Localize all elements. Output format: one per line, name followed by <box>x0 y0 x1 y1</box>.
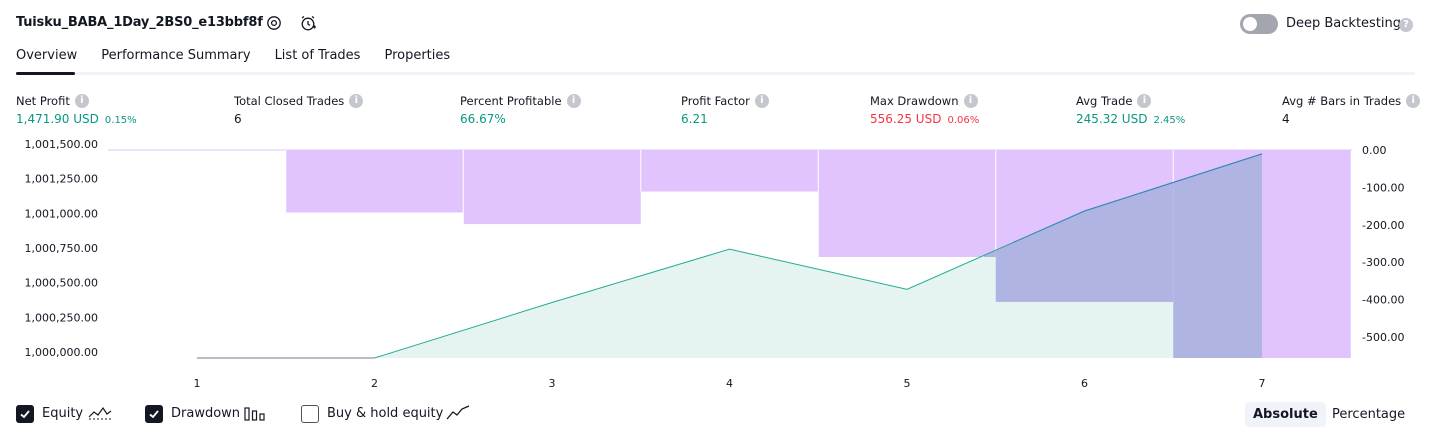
y-left-tick-label: 1,001,500.00 <box>25 138 98 151</box>
stat-total-closed-trades: Total Closed Trades i 6 <box>234 94 364 126</box>
stat-avg-trade: Avg Trade i 245.32 USD 2.45% <box>1076 94 1185 126</box>
absolute-button[interactable]: Absolute <box>1245 402 1326 427</box>
buy-hold-line-icon <box>446 405 470 420</box>
overlap-area <box>995 182 1174 302</box>
drawdown-bars-icon <box>244 407 265 421</box>
settings-icon-graphic <box>267 16 281 30</box>
stat-label: Total Closed Trades <box>234 94 345 108</box>
x-tick-label: 4 <box>726 377 733 390</box>
active-tab-indicator <box>16 72 75 75</box>
y-right-tick-label: -500.00 <box>1362 331 1404 344</box>
stat-label: Max Drawdown <box>870 94 959 108</box>
stat-value: 66.67% <box>460 112 506 126</box>
stat-value: 556.25 USD <box>870 112 942 126</box>
tab-bar: Overview Performance Summary List of Tra… <box>16 48 450 71</box>
drawdown-bar <box>285 150 464 213</box>
deep-backtesting-toggle[interactable] <box>1240 14 1278 34</box>
equity-drawdown-chart: 1,001,500.00 1,001,250.00 1,001,000.00 1,00… <box>25 138 1405 390</box>
stat-net-profit: Net Profit i 1,471.90 USD 0.15% <box>16 94 137 126</box>
drawdown-bar <box>818 150 996 257</box>
y-right-tick-label: 0.00 <box>1362 144 1387 157</box>
tab-overview[interactable]: Overview <box>16 48 78 63</box>
drawdown-bar <box>463 150 641 225</box>
y-left-tick-label: 1,000,250.00 <box>25 311 98 324</box>
x-tick-label: 7 <box>1259 377 1266 390</box>
equity-line-overlap <box>1013 153 1263 243</box>
percentage-button[interactable]: Percentage <box>1332 407 1406 422</box>
stat-value: 4 <box>1282 112 1290 126</box>
x-tick-label: 5 <box>904 377 911 390</box>
stat-value: 6.21 <box>681 112 708 126</box>
tab-performance-summary[interactable]: Performance Summary <box>101 48 251 63</box>
x-tick-label: 2 <box>371 377 378 390</box>
buy-hold-label: Buy & hold equity <box>327 406 444 421</box>
toggle-knob <box>1243 17 1257 31</box>
overlap-area <box>1173 153 1262 358</box>
equity-checkbox[interactable] <box>16 405 34 423</box>
strategy-title: Tuisku_BABA_1Day_2BS0_e13bbf8f <box>16 15 263 30</box>
x-tick-label: 1 <box>194 377 201 390</box>
x-tick-label: 6 <box>1081 377 1088 390</box>
stat-label: Avg Trade <box>1076 94 1133 108</box>
equity-area <box>197 153 1262 358</box>
info-icon[interactable]: i <box>963 94 978 108</box>
stat-percent: 2.45% <box>1153 115 1186 126</box>
info-icon[interactable]: i <box>1406 94 1421 108</box>
stat-label: Profit Factor <box>681 94 750 108</box>
y-left-tick-label: 1,000,750.00 <box>25 242 98 255</box>
check-icon <box>149 410 159 419</box>
y-right-tick-label: -300.00 <box>1362 256 1404 269</box>
stat-value: 245.32 USD <box>1076 112 1148 126</box>
stat-percent-profitable: Percent Profitable i 66.67% <box>460 94 581 126</box>
stat-avg-bars: Avg # Bars in Trades i 4 <box>1282 94 1421 126</box>
stat-max-drawdown: Max Drawdown i 556.25 USD 0.06% <box>870 94 979 126</box>
y-left-tick-label: 1,000,000.00 <box>25 346 98 359</box>
buy-hold-checkbox[interactable] <box>301 405 319 423</box>
stat-label: Net Profit <box>16 94 70 108</box>
stat-percent: 0.06% <box>947 115 980 126</box>
x-tick-label: 3 <box>549 377 556 390</box>
tab-divider <box>16 72 1415 75</box>
drawdown-label: Drawdown <box>171 406 241 421</box>
y-left-tick-label: 1,001,000.00 <box>25 207 98 220</box>
tab-list-of-trades[interactable]: List of Trades <box>274 48 361 63</box>
stat-percent: 0.15% <box>104 115 137 126</box>
stat-label: Percent Profitable <box>460 94 562 108</box>
settings-icon[interactable] <box>264 13 284 33</box>
info-icon[interactable]: i <box>754 94 769 108</box>
alarm-clock-icon-graphic <box>301 15 316 31</box>
y-right-tick-label: -400.00 <box>1362 294 1404 307</box>
drawdown-checkbox[interactable] <box>145 405 163 423</box>
alarm-clock-icon[interactable] <box>298 13 318 33</box>
help-icon[interactable]: ? <box>1399 18 1413 32</box>
info-icon[interactable]: i <box>349 94 364 108</box>
stat-value: 1,471.90 USD <box>16 112 99 126</box>
deep-backtesting-label: Deep Backtesting <box>1286 16 1402 31</box>
y-left-tick-label: 1,000,500.00 <box>25 277 98 290</box>
info-icon[interactable]: i <box>566 94 581 108</box>
y-right-tick-label: -200.00 <box>1362 219 1404 232</box>
info-icon[interactable]: i <box>74 94 89 108</box>
info-icon[interactable]: i <box>1137 94 1152 108</box>
y-left-tick-label: 1,001,250.00 <box>25 173 98 186</box>
stat-profit-factor: Profit Factor i 6.21 <box>681 94 769 126</box>
drawdown-bar <box>640 150 819 192</box>
equity-label: Equity <box>42 406 84 421</box>
tab-properties[interactable]: Properties <box>384 48 451 63</box>
check-icon <box>20 410 30 419</box>
stat-value: 6 <box>234 112 242 126</box>
stat-label: Avg # Bars in Trades <box>1282 94 1402 108</box>
equity-line-icon <box>88 406 112 420</box>
y-right-tick-label: -100.00 <box>1362 181 1404 194</box>
